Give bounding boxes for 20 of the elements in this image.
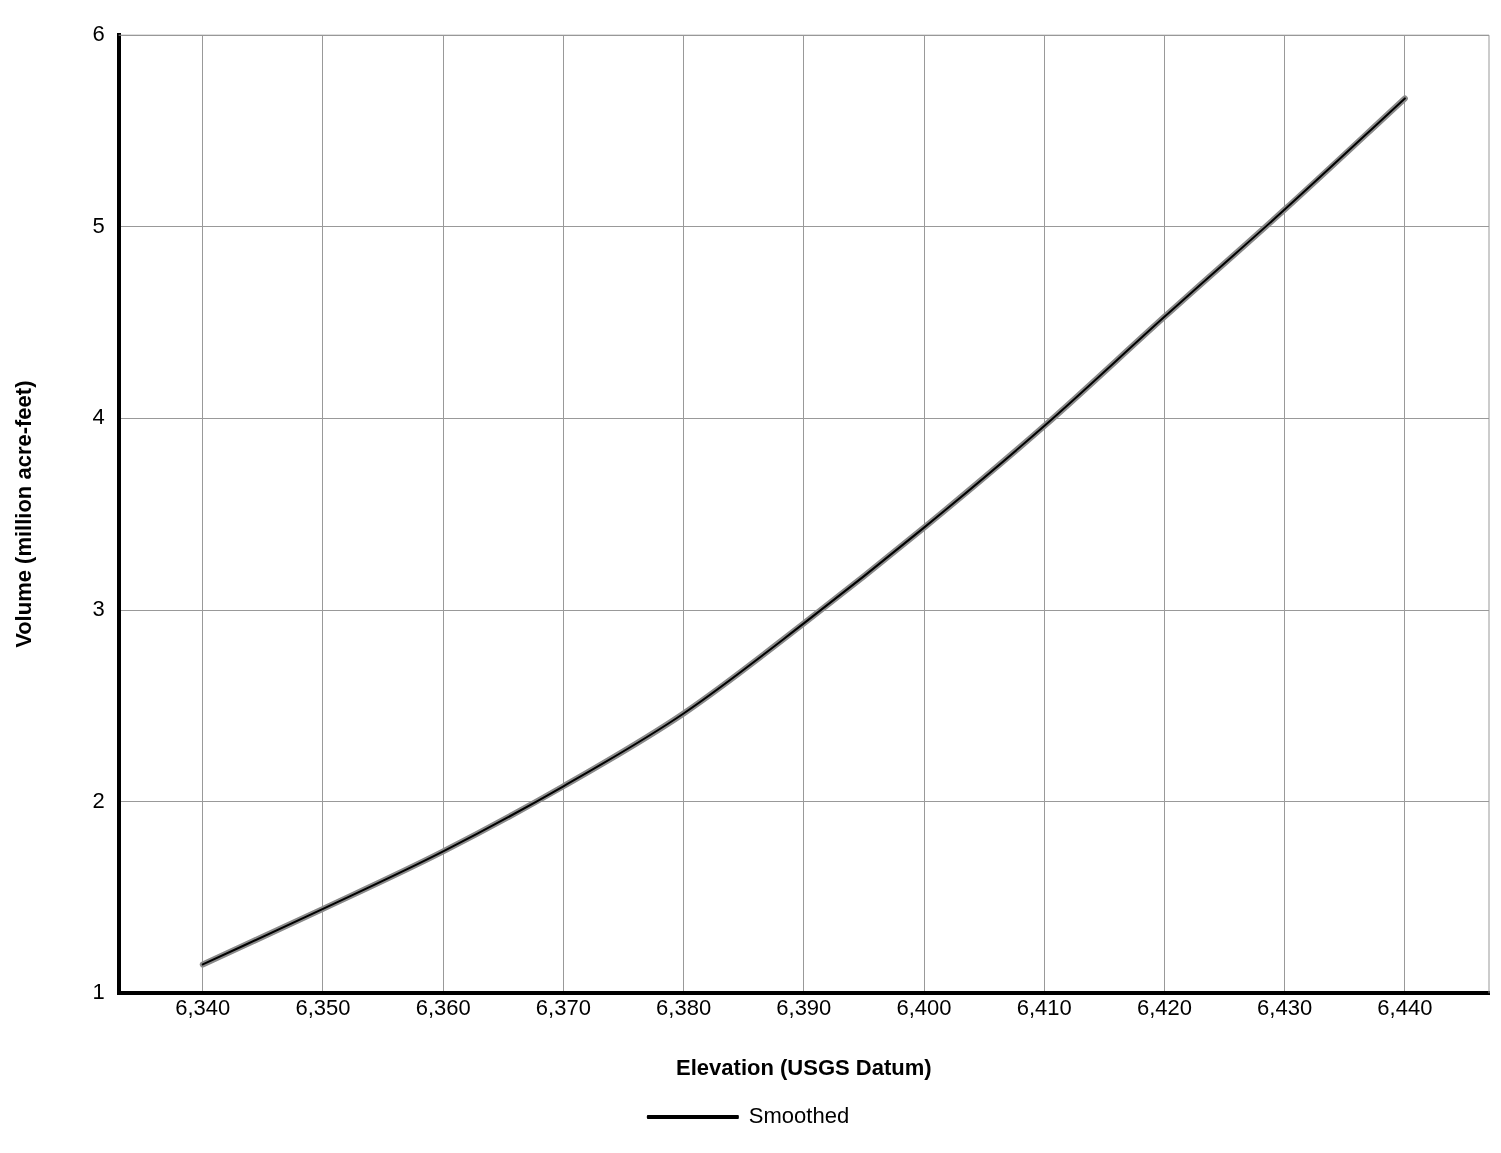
x-tick-label: 6,430 [1257,995,1313,1021]
x-tick-label: 6,410 [1016,995,1072,1021]
y-tick-label: 6 [92,21,105,47]
x-tick-label: 6,370 [535,995,591,1021]
x-tick-label: 6,420 [1136,995,1192,1021]
y-tick-label: 3 [92,596,105,622]
x-tick-label: 6,390 [776,995,832,1021]
x-tick-label: 6,360 [415,995,471,1021]
legend-label: Smoothed [748,1103,850,1129]
y-axis-title: Volume (million acre-feet) [11,380,37,648]
y-tick-label: 2 [92,787,105,813]
x-tick-label: 6,340 [175,995,231,1021]
x-tick-label: 6,440 [1377,995,1433,1021]
x-tick-label: 6,350 [295,995,351,1021]
y-tick-label: 4 [92,404,105,430]
x-axis-title: Elevation (USGS Datum) [676,1054,932,1080]
y-tick-label: 1 [92,979,105,1005]
y-tick-label: 5 [92,212,105,238]
x-tick-label: 6,400 [896,995,952,1021]
x-tick-label: 6,380 [656,995,712,1021]
